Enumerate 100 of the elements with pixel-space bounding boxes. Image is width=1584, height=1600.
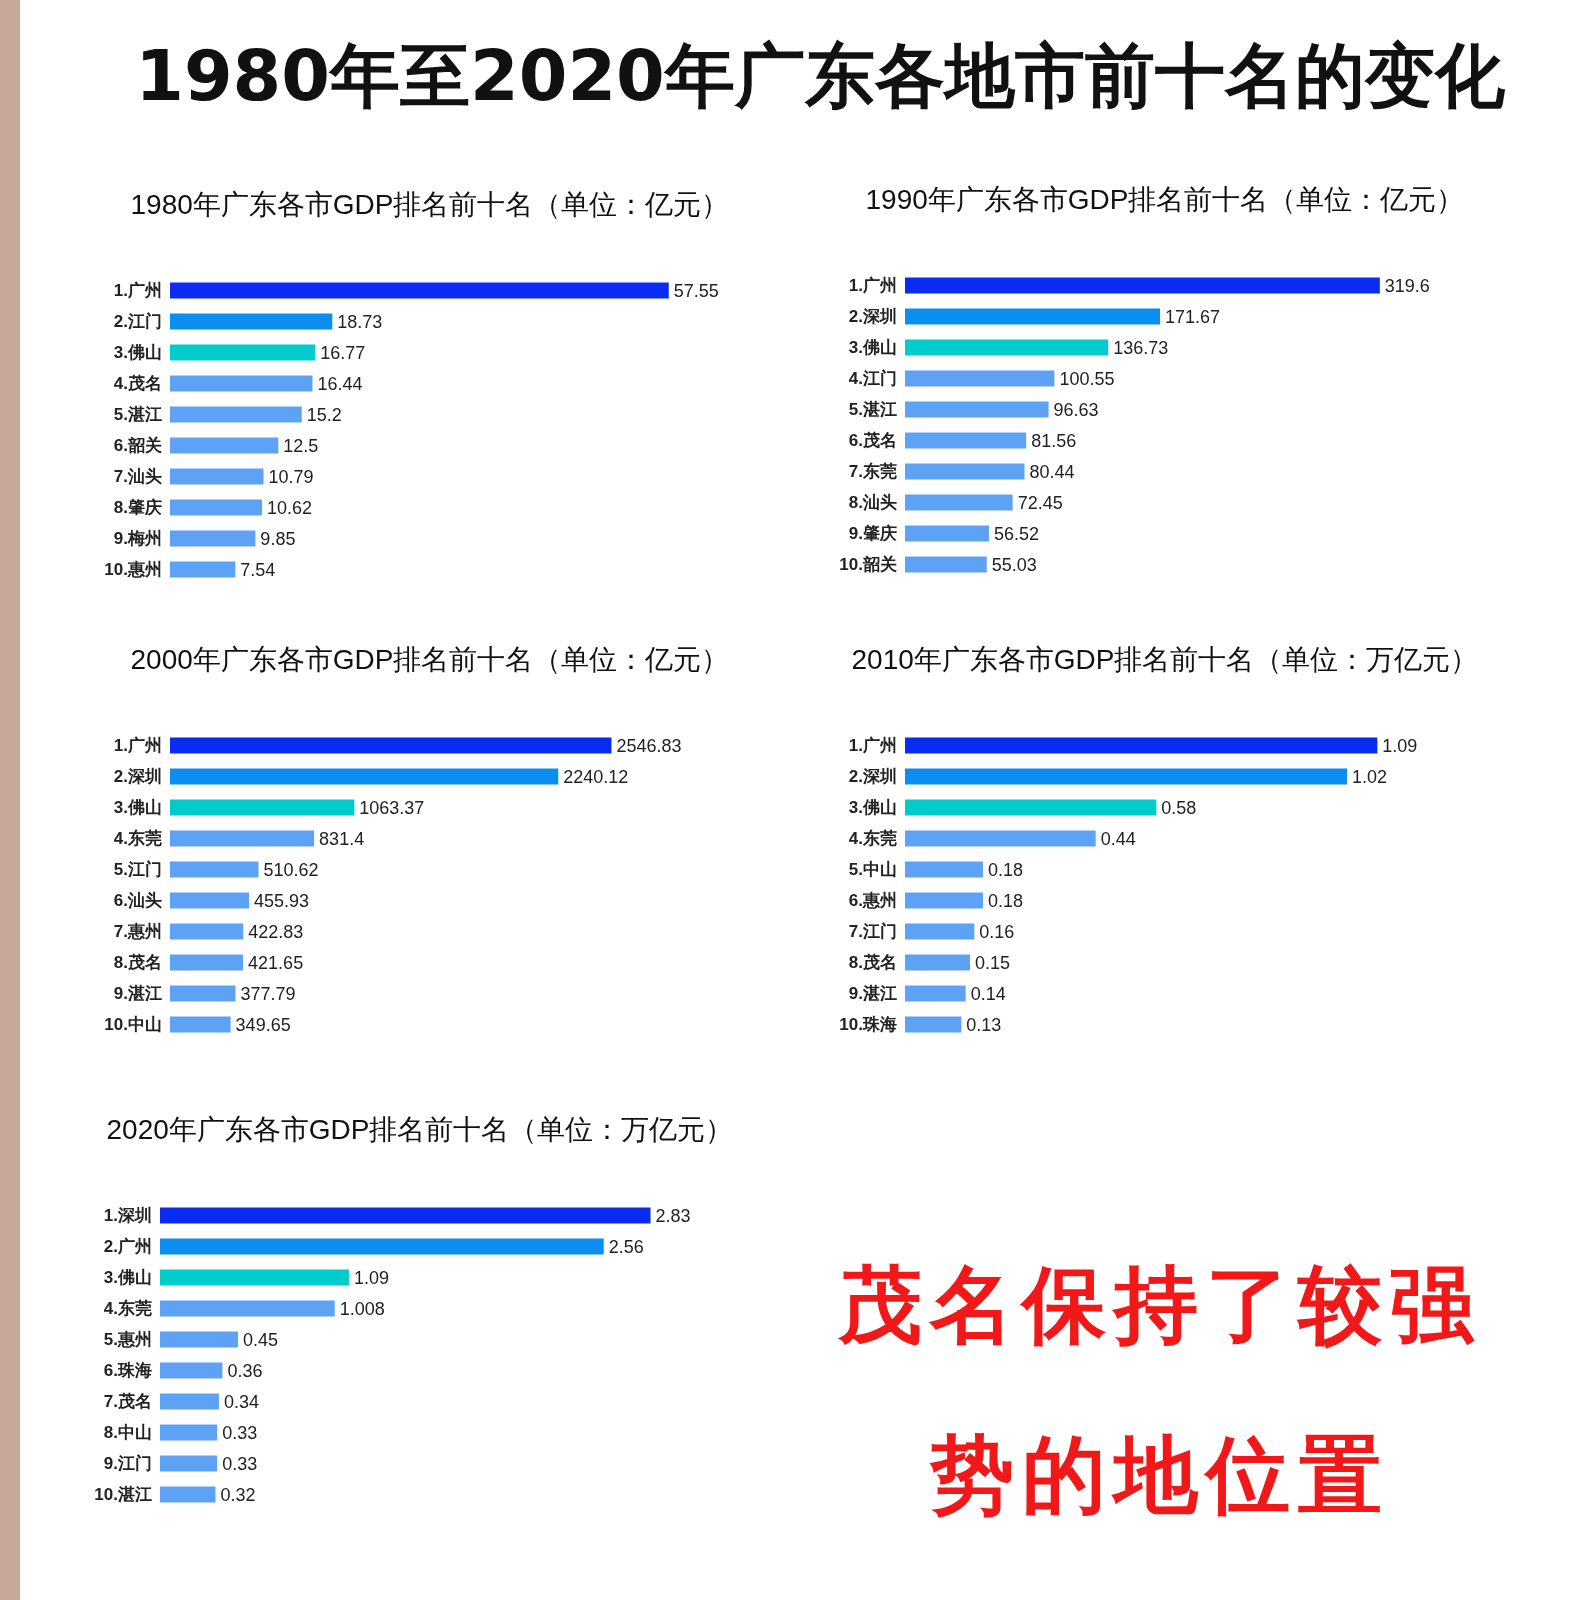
bar xyxy=(905,401,1049,418)
y-tick-label: 3.佛山 xyxy=(103,1268,152,1287)
bar xyxy=(170,954,244,971)
bar xyxy=(905,799,1157,816)
bar xyxy=(170,313,333,330)
bar xyxy=(905,494,1013,511)
bar xyxy=(170,892,250,909)
data-label: 2.56 xyxy=(608,1236,644,1257)
data-label: 72.45 xyxy=(1017,492,1063,513)
data-label: 0.32 xyxy=(220,1484,256,1505)
bar xyxy=(905,432,1027,449)
bar xyxy=(905,308,1161,325)
y-tick-label: 4.东莞 xyxy=(103,1299,152,1318)
y-tick-label: 8.肇庆 xyxy=(113,498,162,517)
y-tick-label: 3.佛山 xyxy=(848,798,897,817)
y-tick-label: 5.湛江 xyxy=(113,405,162,424)
chart-title: 2020年广东各市GDP排名前十名（单位：万亿元） xyxy=(106,1113,734,1145)
bar xyxy=(170,468,264,485)
data-label: 12.5 xyxy=(283,435,319,456)
bar xyxy=(170,768,559,785)
data-label: 0.14 xyxy=(970,983,1006,1004)
bar xyxy=(170,375,313,392)
y-tick-label: 4.江门 xyxy=(848,369,897,388)
bar xyxy=(160,1393,219,1410)
y-tick-label: 6.惠州 xyxy=(848,891,897,910)
y-tick-label: 5.惠州 xyxy=(103,1330,152,1349)
y-tick-label: 7.惠州 xyxy=(113,922,162,941)
bar xyxy=(905,339,1109,356)
bar xyxy=(160,1269,349,1286)
y-tick-label: 6.韶关 xyxy=(113,436,162,455)
data-label: 1.09 xyxy=(1382,735,1418,756)
bar xyxy=(160,1300,335,1317)
data-label: 455.93 xyxy=(254,890,310,911)
bar xyxy=(905,737,1378,754)
bar xyxy=(170,499,263,516)
y-tick-label: 7.东莞 xyxy=(848,462,897,481)
data-label: 96.63 xyxy=(1053,399,1099,420)
bar xyxy=(160,1331,238,1348)
bar xyxy=(905,954,970,971)
bar xyxy=(905,1016,962,1033)
bar xyxy=(905,463,1025,480)
y-tick-label: 3.佛山 xyxy=(113,343,162,362)
data-label: 0.18 xyxy=(988,890,1024,911)
data-label: 7.54 xyxy=(240,559,276,580)
data-label: 349.65 xyxy=(235,1014,291,1035)
y-tick-label: 5.江门 xyxy=(113,860,162,879)
y-tick-label: 1.广州 xyxy=(848,736,897,755)
y-tick-label: 9.湛江 xyxy=(113,984,162,1003)
y-tick-label: 9.肇庆 xyxy=(848,524,897,543)
bar xyxy=(170,799,355,816)
data-label: 1.008 xyxy=(339,1298,385,1319)
bar xyxy=(170,923,244,940)
y-tick-label: 1.深圳 xyxy=(103,1206,152,1225)
bar xyxy=(170,1016,231,1033)
data-label: 1.09 xyxy=(353,1267,389,1288)
y-tick-label: 9.湛江 xyxy=(848,984,897,1003)
y-tick-label: 5.湛江 xyxy=(848,400,897,419)
data-label: 2240.12 xyxy=(563,766,629,787)
y-tick-label: 10.珠海 xyxy=(839,1015,897,1034)
data-label: 831.4 xyxy=(319,828,365,849)
y-tick-label: 10.惠州 xyxy=(104,560,162,579)
bar xyxy=(905,277,1380,294)
bar xyxy=(905,768,1347,785)
bar xyxy=(170,985,236,1002)
data-label: 100.55 xyxy=(1059,368,1115,389)
y-tick-label: 9.梅州 xyxy=(113,529,162,548)
y-tick-label: 2.深圳 xyxy=(848,307,897,326)
bar xyxy=(170,737,612,754)
y-tick-label: 2.深圳 xyxy=(113,767,162,786)
y-tick-label: 10.湛江 xyxy=(94,1485,152,1504)
data-label: 0.18 xyxy=(988,859,1024,880)
data-label: 1.02 xyxy=(1352,766,1388,787)
y-tick-label: 2.广州 xyxy=(103,1237,152,1256)
y-tick-label: 7.茂名 xyxy=(103,1392,152,1411)
bar xyxy=(170,282,669,299)
data-label: 319.6 xyxy=(1384,275,1430,296)
y-tick-label: 5.中山 xyxy=(848,860,897,879)
y-tick-label: 6.茂名 xyxy=(848,431,897,450)
bar xyxy=(170,437,279,454)
data-label: 16.77 xyxy=(320,342,366,363)
data-label: 10.62 xyxy=(267,497,313,518)
data-label: 136.73 xyxy=(1113,337,1169,358)
bar xyxy=(170,344,316,361)
y-tick-label: 1.广州 xyxy=(113,281,162,300)
y-tick-label: 10.中山 xyxy=(104,1015,162,1034)
bar xyxy=(905,525,989,542)
data-label: 16.44 xyxy=(317,373,363,394)
bar xyxy=(170,530,256,547)
y-tick-label: 3.佛山 xyxy=(113,798,162,817)
y-tick-label: 8.茂名 xyxy=(848,953,897,972)
data-label: 1063.37 xyxy=(359,797,425,818)
data-label: 0.15 xyxy=(975,952,1011,973)
y-tick-label: 6.汕头 xyxy=(113,891,162,910)
data-label: 0.58 xyxy=(1161,797,1197,818)
bar xyxy=(160,1238,604,1255)
data-label: 422.83 xyxy=(248,921,304,942)
data-label: 80.44 xyxy=(1029,461,1075,482)
bar xyxy=(905,861,983,878)
chart-title: 2000年广东各市GDP排名前十名（单位：亿元） xyxy=(130,643,730,675)
y-tick-label: 8.茂名 xyxy=(113,953,162,972)
